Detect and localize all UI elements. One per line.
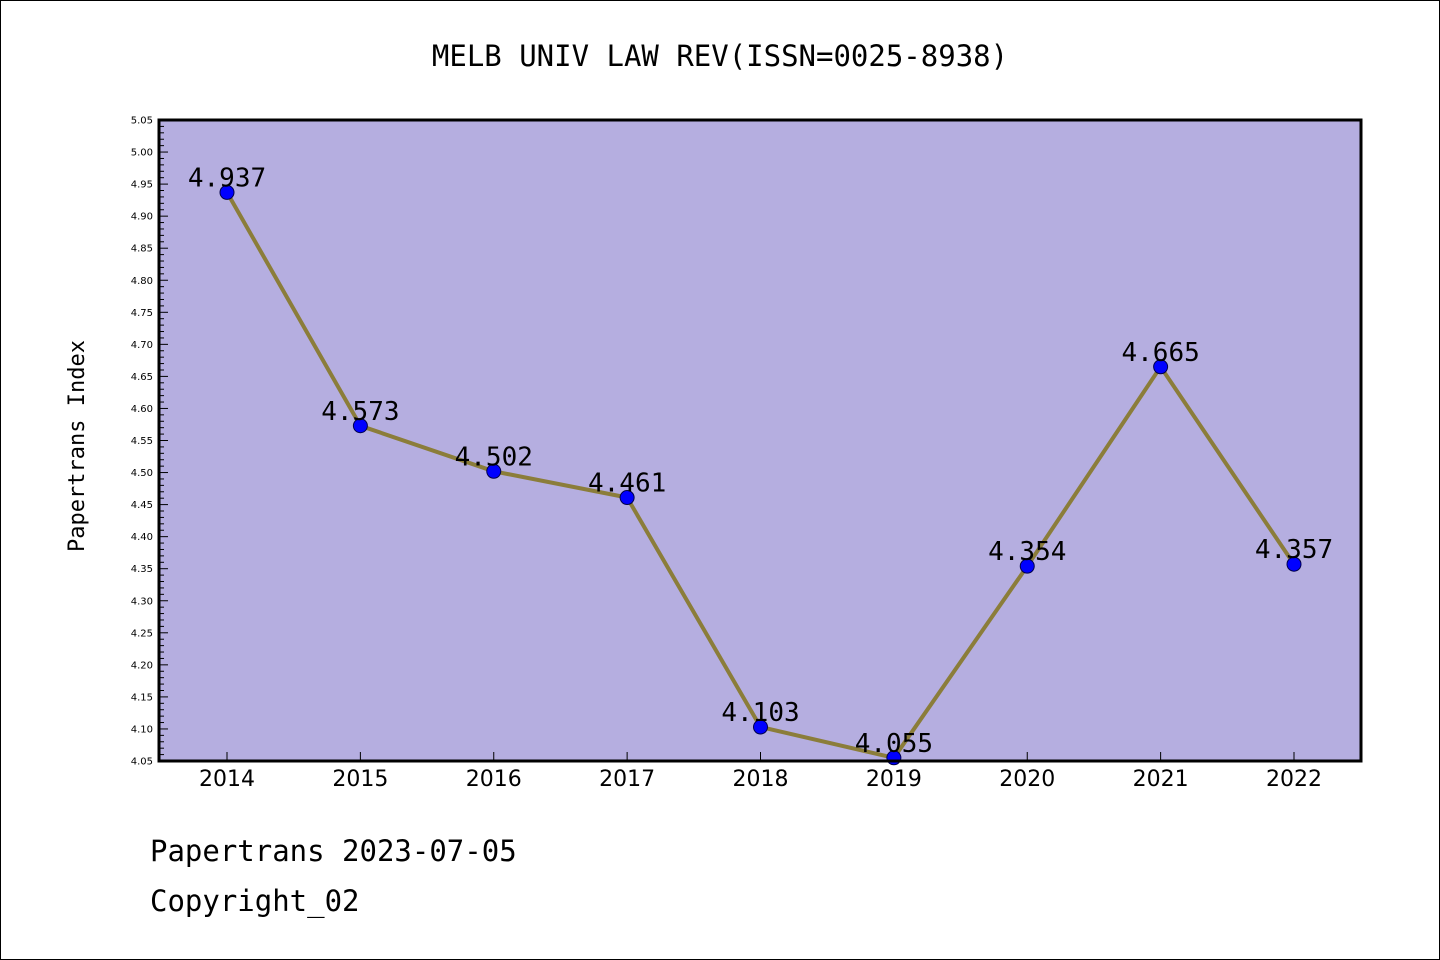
y-tick-label: 4.55 bbox=[131, 436, 153, 447]
y-tick-label: 4.50 bbox=[131, 468, 153, 479]
data-point-label: 4.502 bbox=[455, 442, 533, 472]
y-tick-label: 4.40 bbox=[131, 532, 153, 543]
data-point-label: 4.937 bbox=[188, 163, 266, 193]
x-tick-label: 2015 bbox=[332, 767, 388, 792]
data-point-label: 4.665 bbox=[1121, 338, 1199, 368]
footer-copyright-text: Copyright_02 bbox=[150, 884, 360, 918]
data-point-marker bbox=[486, 463, 502, 479]
y-tick-label: 4.90 bbox=[131, 212, 153, 223]
data-point-label: 4.573 bbox=[321, 397, 399, 427]
data-point-label: 4.103 bbox=[721, 698, 799, 728]
y-tick-label: 4.95 bbox=[131, 180, 153, 191]
plot-area bbox=[159, 120, 1361, 761]
y-tick-label: 4.25 bbox=[131, 628, 153, 639]
data-point-marker bbox=[352, 418, 368, 434]
y-tick-label: 4.65 bbox=[131, 372, 153, 383]
x-axis-ticks: 2014 2015 2016 2017 2018 2019 2020 2021 2022 bbox=[199, 752, 1322, 792]
y-tick-label: 4.05 bbox=[131, 757, 153, 768]
data-point-marker bbox=[1153, 359, 1169, 375]
data-point-label: 4.354 bbox=[988, 537, 1066, 567]
data-point-label: 4.461 bbox=[588, 469, 666, 499]
footer-date-text: Papertrans 2023-07-05 bbox=[150, 834, 517, 868]
x-tick-label: 2021 bbox=[1133, 767, 1189, 792]
y-tick-label: 4.85 bbox=[131, 244, 153, 255]
plot-border bbox=[157, 118, 1363, 763]
y-tick-label: 4.70 bbox=[131, 340, 153, 351]
y-tick-label: 4.45 bbox=[131, 500, 153, 511]
y-tick-label: 4.35 bbox=[131, 564, 153, 575]
data-point-label: 4.357 bbox=[1255, 535, 1333, 565]
y-tick-label: 5.00 bbox=[131, 148, 153, 159]
x-tick-label: 2016 bbox=[466, 767, 522, 792]
data-point-label: 4.055 bbox=[855, 729, 933, 759]
y-tick-label: 4.15 bbox=[131, 692, 153, 703]
data-labels: 4.937 4.573 4.502 4.461 4.103 4.055 4.354 4.665… bbox=[188, 163, 1333, 758]
x-tick-label: 2019 bbox=[866, 767, 922, 792]
chart-title: MELB UNIV LAW REV(ISSN=0025-8938) bbox=[432, 39, 1008, 73]
series-markers bbox=[219, 184, 1302, 766]
x-tick-label: 2017 bbox=[599, 767, 655, 792]
y-tick-label: 5.05 bbox=[131, 116, 153, 127]
y-tick-label: 4.75 bbox=[131, 308, 153, 319]
y-tick-label: 4.60 bbox=[131, 404, 153, 415]
x-tick-label: 2022 bbox=[1266, 767, 1322, 792]
data-point-marker bbox=[219, 184, 235, 200]
x-tick-label: 2018 bbox=[733, 767, 789, 792]
x-tick-label: 2020 bbox=[999, 767, 1055, 792]
data-point-marker bbox=[1286, 556, 1302, 572]
data-point-marker bbox=[753, 719, 768, 735]
y-axis-label: Papertrans Index bbox=[65, 340, 90, 552]
data-point-marker bbox=[1019, 558, 1035, 574]
y-tick-label: 4.10 bbox=[131, 724, 153, 735]
x-tick-label: 2014 bbox=[199, 767, 255, 792]
y-tick-label: 4.20 bbox=[131, 660, 153, 671]
data-point-marker bbox=[619, 490, 635, 506]
y-tick-label: 4.80 bbox=[131, 276, 153, 287]
y-tick-label: 4.30 bbox=[131, 596, 153, 607]
